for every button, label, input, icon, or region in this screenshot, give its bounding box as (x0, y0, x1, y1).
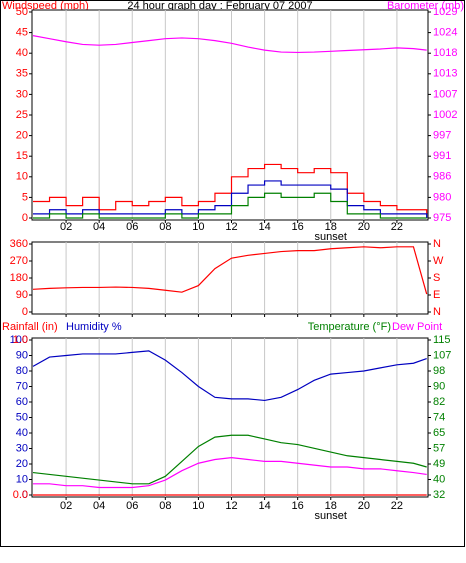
y-tick-label: 60 (16, 396, 28, 408)
y2-tick-label: 1029 (433, 6, 457, 18)
y-tick-label: 40 (16, 47, 28, 59)
y2-tick-label: 74 (433, 411, 445, 423)
y2-tick-label: 991 (433, 150, 451, 162)
x-tick-label: 02 (60, 500, 72, 512)
series-line (32, 350, 427, 402)
series-name: Rainfall (in) (2, 321, 58, 333)
y-tick-label: 80 (16, 365, 28, 377)
chart-title: 24 hour graph day : February 07 2007 (127, 0, 312, 12)
y2-tick-label: 115 (433, 334, 451, 346)
series-line (33, 457, 427, 489)
y-tick-label: 180 (10, 272, 28, 284)
y2-tick-label: 57 (433, 442, 445, 454)
y2-tick-label: 98 (433, 365, 445, 377)
y2-tick-label: N (433, 238, 441, 250)
series-name: Dew Point (392, 321, 442, 333)
y-tick-label: 10 (16, 473, 28, 485)
y2-tick-label: 65 (433, 427, 445, 439)
plot-frame (31, 9, 429, 221)
y2-tick-label: 40 (433, 473, 445, 485)
y2-tick-label: 82 (433, 396, 445, 408)
y-tick-label: 20 (16, 130, 28, 142)
series-line (32, 246, 428, 295)
y-tick-label: 20 (16, 458, 28, 470)
y2-tick-label: 90 (433, 380, 445, 392)
x-tick-label: 12 (225, 221, 237, 233)
y-axis-label: Windspeed (mph) (2, 0, 89, 12)
y2-tick-label: S (433, 272, 440, 284)
x-tick-label: 06 (126, 221, 138, 233)
y-tick-label: 30 (16, 88, 28, 100)
y-tick-label: 0.0 (13, 489, 28, 501)
y2-tick-label: 107 (433, 349, 451, 361)
x-tick-label: 04 (93, 221, 105, 233)
y-tick-label: 270 (10, 255, 28, 267)
x-tick-label: 10 (192, 221, 204, 233)
y-tick-label: 90 (16, 349, 28, 361)
y-tick-label: 15 (16, 150, 28, 162)
y-tick-label: 90 (16, 289, 28, 301)
x-tick-label: 18 (325, 500, 337, 512)
x-tick-label: 08 (159, 221, 171, 233)
plot-frame (31, 337, 429, 498)
x-tick-label: 12 (225, 500, 237, 512)
series-name: Temperature (°F) (308, 321, 391, 333)
y2-tick-label: 1002 (433, 109, 457, 121)
y-tick-label: 5 (22, 191, 28, 203)
x-tick-label: 08 (159, 500, 171, 512)
y2-tick-label: 980 (433, 191, 451, 203)
y-tick-label: 35 (16, 68, 28, 80)
x-tick-label: 04 (93, 500, 105, 512)
x-tick-label: 18 (325, 221, 337, 233)
y-tick-label: 25 (16, 109, 28, 121)
annotation: sunset (315, 231, 347, 243)
x-tick-label: 16 (292, 500, 304, 512)
series-line (32, 434, 427, 485)
x-tick-label: 20 (358, 221, 370, 233)
x-tick-label: 02 (60, 221, 72, 233)
series-line (33, 163, 428, 214)
y-tick-label: 1.0 (13, 334, 28, 346)
x-tick-label: 14 (258, 500, 270, 512)
x-tick-label: 22 (391, 221, 403, 233)
y-tick-label: 45 (16, 27, 28, 39)
y2-tick-label: W (433, 255, 444, 267)
y2-tick-label: 997 (433, 130, 451, 142)
y-tick-label: 0 (22, 489, 28, 501)
series-line (33, 192, 427, 219)
series-line (32, 35, 427, 54)
x-tick-label: 20 (358, 500, 370, 512)
y2-tick-label: 1024 (433, 27, 457, 39)
y-tick-label: 0 (22, 306, 28, 318)
y2-tick-label: N (433, 306, 441, 318)
y-tick-label: 10 (16, 171, 28, 183)
x-tick-label: 06 (126, 500, 138, 512)
x-tick-label: 10 (192, 500, 204, 512)
x-tick-label: 14 (258, 221, 270, 233)
y2-tick-label: 1018 (433, 47, 457, 59)
x-tick-label: 16 (292, 221, 304, 233)
y-tick-label: 70 (16, 380, 28, 392)
y-tick-label: 50 (16, 411, 28, 423)
y-tick-label: 100 (10, 334, 28, 346)
y-tick-label: 30 (16, 442, 28, 454)
y-tick-label: 40 (16, 427, 28, 439)
y2-tick-label: 1013 (433, 68, 457, 80)
annotation: sunset (315, 510, 347, 522)
series-name: Barometer (mb) (387, 0, 464, 12)
y2-tick-label: 32 (433, 489, 445, 501)
y2-tick-label: 986 (433, 171, 451, 183)
plot-frame (31, 241, 429, 315)
y-tick-label: 360 (10, 238, 28, 250)
series-name: Humidity % (66, 321, 122, 333)
y2-tick-label: 49 (433, 458, 445, 470)
y-tick-label: 0 (22, 212, 28, 224)
series-line (33, 180, 428, 218)
y-tick-label: 50 (16, 6, 28, 18)
y2-tick-label: 975 (433, 212, 451, 224)
x-tick-label: 22 (391, 500, 403, 512)
y2-tick-label: E (433, 289, 440, 301)
y2-tick-label: 1007 (433, 88, 457, 100)
